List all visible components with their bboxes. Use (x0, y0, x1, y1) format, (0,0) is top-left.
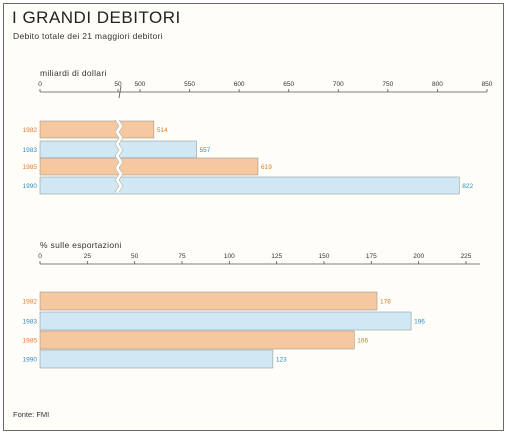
bar-exports-1985 (39, 330, 355, 350)
bar-exports-1983 (39, 311, 412, 331)
tick-label-exports: 0 (38, 253, 42, 260)
bar-exports-1990 (39, 349, 274, 369)
value-label-debt: 557 (200, 147, 211, 154)
tick-label-debt: 750 (382, 81, 393, 88)
tick-label-exports: 175 (366, 253, 377, 260)
bar-break-edge-left (114, 119, 120, 193)
tick-label-exports: 200 (413, 253, 424, 260)
tick-label-exports: 150 (319, 253, 330, 260)
tick-label-debt: 850 (482, 81, 493, 88)
value-label-debt: 822 (462, 183, 473, 190)
tick-label-exports: 100 (224, 253, 235, 260)
tick-label-debt: 50 (114, 81, 122, 88)
tick-label-debt: 800 (432, 81, 443, 88)
tick-label-debt: 700 (333, 81, 344, 88)
tick-label-exports: 225 (461, 253, 472, 260)
bar-break-gap (114, 118, 124, 194)
year-label-exports: 1982 (23, 299, 38, 306)
source-note: Fonte: FMI (13, 410, 50, 419)
tick-label-exports: 25 (84, 253, 92, 260)
value-label-debt: 619 (261, 164, 272, 171)
bar-exports-1982 (39, 291, 378, 311)
axis-title-exports: % sulle esportazioni (40, 240, 122, 250)
bar-debt-1990 (39, 176, 460, 195)
tick-label-debt: 0 (38, 81, 42, 88)
year-label-exports: 1985 (23, 338, 38, 345)
tick-label-debt: 550 (184, 81, 195, 88)
year-label-debt: 1982 (23, 127, 38, 134)
bar-debt-1982 (39, 120, 155, 139)
year-label-debt: 1985 (23, 164, 38, 171)
value-label-exports: 178 (380, 299, 391, 306)
chart-title: I GRANDI DEBITORI (12, 8, 181, 27)
bar-debt-1985 (39, 157, 259, 176)
value-label-debt: 514 (157, 127, 168, 134)
tick-label-exports: 125 (271, 253, 282, 260)
bar-break-edge-right (118, 119, 124, 193)
tick-label-exports: 75 (178, 253, 186, 260)
value-label-exports: 196 (414, 319, 425, 326)
value-label-exports: 123 (276, 357, 287, 364)
axis-title-debt: miliardi di dollari (40, 68, 107, 78)
chart-subtitle: Debito totale dei 21 maggiori debitori (13, 31, 163, 41)
tick-label-debt: 650 (283, 81, 294, 88)
tick-label-exports: 50 (131, 253, 139, 260)
value-label-exports: 166 (357, 338, 368, 345)
tick-label-debt: 500 (135, 81, 146, 88)
year-label-debt: 1983 (23, 147, 38, 154)
year-label-debt: 1990 (23, 183, 38, 190)
tick-label-debt: 600 (234, 81, 245, 88)
year-label-exports: 1990 (23, 357, 38, 364)
axis-break-mark (118, 85, 122, 99)
year-label-exports: 1983 (23, 319, 38, 326)
